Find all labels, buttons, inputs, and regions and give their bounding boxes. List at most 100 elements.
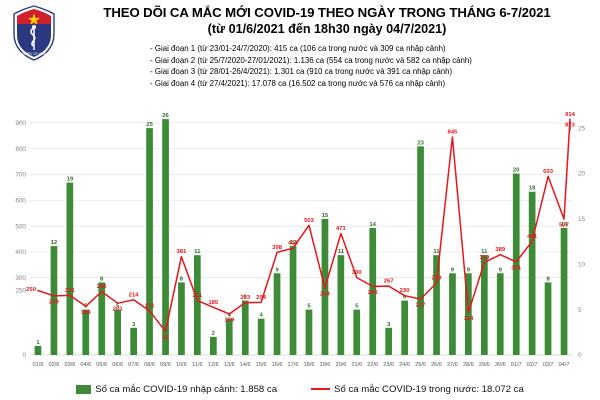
svg-text:259: 259 (320, 292, 331, 298)
svg-text:11: 11 (481, 249, 488, 255)
svg-text:503: 503 (304, 218, 315, 224)
svg-text:28/6: 28/6 (463, 362, 474, 368)
svg-text:04/7: 04/7 (559, 362, 570, 368)
svg-text:9: 9 (467, 267, 471, 273)
svg-text:873: 873 (565, 122, 576, 128)
svg-text:15: 15 (578, 216, 586, 223)
svg-text:9: 9 (275, 267, 279, 273)
svg-text:14/6: 14/6 (240, 362, 251, 368)
legend-item-domestic[interactable]: Số ca mắc COVID-19 trong nước: 18.072 ca (311, 384, 524, 395)
svg-text:22/6: 22/6 (367, 362, 378, 368)
legend-line-swatch-icon (311, 387, 331, 391)
svg-text:13/6: 13/6 (224, 362, 235, 368)
svg-text:05/6: 05/6 (96, 362, 107, 368)
svg-text:04/6: 04/6 (80, 362, 91, 368)
svg-text:171: 171 (145, 303, 156, 309)
svg-text:21/6: 21/6 (351, 362, 362, 368)
svg-text:204: 204 (256, 295, 267, 301)
svg-text:159: 159 (224, 318, 235, 324)
legend-bar-swatch-icon (76, 384, 92, 394)
svg-text:900: 900 (15, 120, 26, 127)
svg-text:914: 914 (565, 112, 576, 118)
svg-text:10: 10 (578, 262, 586, 269)
svg-text:300: 300 (15, 275, 26, 282)
svg-text:800: 800 (15, 146, 26, 153)
svg-text:08/6: 08/6 (144, 362, 155, 368)
svg-text:3: 3 (387, 322, 391, 328)
svg-text:214: 214 (129, 292, 140, 298)
svg-text:11: 11 (433, 249, 440, 255)
legend-imported-label: Số ca mắc COVID-19 nhập cảnh: 1.858 ca (95, 383, 278, 395)
svg-text:845: 845 (447, 130, 458, 136)
svg-text:15/6: 15/6 (256, 362, 267, 368)
chart-title-block: THEO DÕI CA MẮC MỚI COVID-19 THEO NGÀY T… (62, 4, 592, 38)
chart-legend: Số ca mắc COVID-19 nhập cảnh: 1.858 ca S… (0, 378, 600, 400)
phase-line-4: - Giai đoạn 4 (từ 27/4/2021): 17.078 ca … (150, 78, 446, 88)
svg-text:201: 201 (113, 307, 124, 313)
phase-line-3: - Giai đoạn 3 (từ 28/01-26/4/2021): 1.30… (150, 67, 453, 77)
svg-text:12/6: 12/6 (208, 362, 219, 368)
svg-text:389: 389 (495, 247, 506, 253)
left-axis-labels: 900 800 700 600 500 400 300 250 0 (15, 120, 26, 359)
svg-text:381: 381 (176, 249, 187, 255)
svg-text:26/6: 26/6 (431, 362, 442, 368)
x-axis-labels: 01/6 02/6 03/6 04/6 05/6 06/6 07/6 08/6 09/6 10/6… (33, 362, 570, 368)
svg-text:5: 5 (355, 304, 359, 310)
svg-text:8: 8 (546, 276, 550, 282)
svg-text:09/6: 09/6 (160, 362, 171, 368)
svg-text:471: 471 (336, 226, 347, 232)
phase-summary-list: - Giai đoạn 1 (từ 23/01-24/7/2020): 415 … (150, 43, 590, 89)
legend-item-imported[interactable]: Số ca mắc COVID-19 nhập cảnh: 1.858 ca (76, 384, 277, 395)
ministry-of-health-logo: MINISTRY OF HEALTH (8, 4, 60, 62)
bar-series-imported (34, 119, 568, 355)
svg-text:1: 1 (36, 340, 40, 346)
svg-text:MINISTRY OF HEALTH: MINISTRY OF HEALTH (17, 52, 51, 56)
svg-text:12: 12 (290, 240, 297, 246)
svg-text:300: 300 (352, 270, 363, 276)
svg-text:18: 18 (529, 186, 536, 192)
svg-text:01/6: 01/6 (33, 362, 44, 368)
svg-text:25: 25 (146, 122, 153, 128)
svg-text:23: 23 (417, 140, 424, 146)
svg-text:4: 4 (259, 313, 263, 319)
svg-text:02/7: 02/7 (527, 362, 538, 368)
chart-header: MINISTRY OF HEALTH THEO DÕI CA MẮC MỚI C… (0, 0, 600, 100)
svg-text:23/6: 23/6 (383, 362, 394, 368)
svg-text:25: 25 (578, 125, 586, 132)
svg-text:693: 693 (543, 169, 554, 175)
page-title: THEO DÕI CA MẮC MỚI COVID-19 THEO NGÀY T… (103, 5, 551, 20)
svg-text:164: 164 (463, 316, 474, 322)
svg-text:267: 267 (384, 279, 395, 285)
svg-text:600: 600 (15, 198, 26, 205)
svg-text:5: 5 (116, 304, 120, 310)
svg-text:92: 92 (162, 335, 169, 341)
svg-text:229: 229 (49, 299, 60, 305)
svg-text:20/6: 20/6 (335, 362, 346, 368)
svg-text:29/6: 29/6 (479, 362, 490, 368)
page-subtitle: (từ 01/6/2021 đến 18h30 ngày 04/7/2021) (207, 22, 447, 36)
svg-text:246: 246 (97, 284, 108, 290)
svg-text:11/6: 11/6 (192, 362, 202, 368)
svg-text:10/6: 10/6 (176, 362, 187, 368)
svg-text:441: 441 (527, 234, 538, 240)
svg-text:02/6: 02/6 (48, 362, 59, 368)
svg-text:4: 4 (228, 313, 232, 319)
svg-text:19/6: 19/6 (319, 362, 330, 368)
svg-text:527: 527 (559, 223, 570, 229)
svg-text:15: 15 (322, 213, 329, 219)
svg-text:01/7: 01/7 (511, 362, 522, 368)
svg-text:8: 8 (100, 276, 104, 282)
svg-text:414: 414 (288, 241, 299, 247)
right-axis-labels: 0 5 10 15 20 25 (578, 125, 586, 359)
svg-text:279: 279 (432, 276, 443, 282)
svg-text:19: 19 (67, 177, 74, 183)
svg-text:6: 6 (244, 295, 248, 301)
svg-text:06/6: 06/6 (112, 362, 123, 368)
svg-text:189: 189 (81, 310, 92, 316)
svg-text:6: 6 (403, 295, 407, 301)
svg-text:231: 231 (65, 288, 76, 294)
svg-text:0: 0 (578, 352, 582, 359)
